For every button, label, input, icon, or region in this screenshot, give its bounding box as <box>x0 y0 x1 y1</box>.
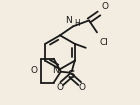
Text: O: O <box>102 3 109 11</box>
Text: H: H <box>74 19 80 28</box>
Text: N: N <box>52 66 59 75</box>
Text: S: S <box>67 70 74 80</box>
Text: N: N <box>65 16 72 25</box>
Text: Cl: Cl <box>99 38 108 47</box>
Text: O: O <box>78 83 85 92</box>
Text: O: O <box>56 83 63 92</box>
Text: O: O <box>31 66 38 75</box>
